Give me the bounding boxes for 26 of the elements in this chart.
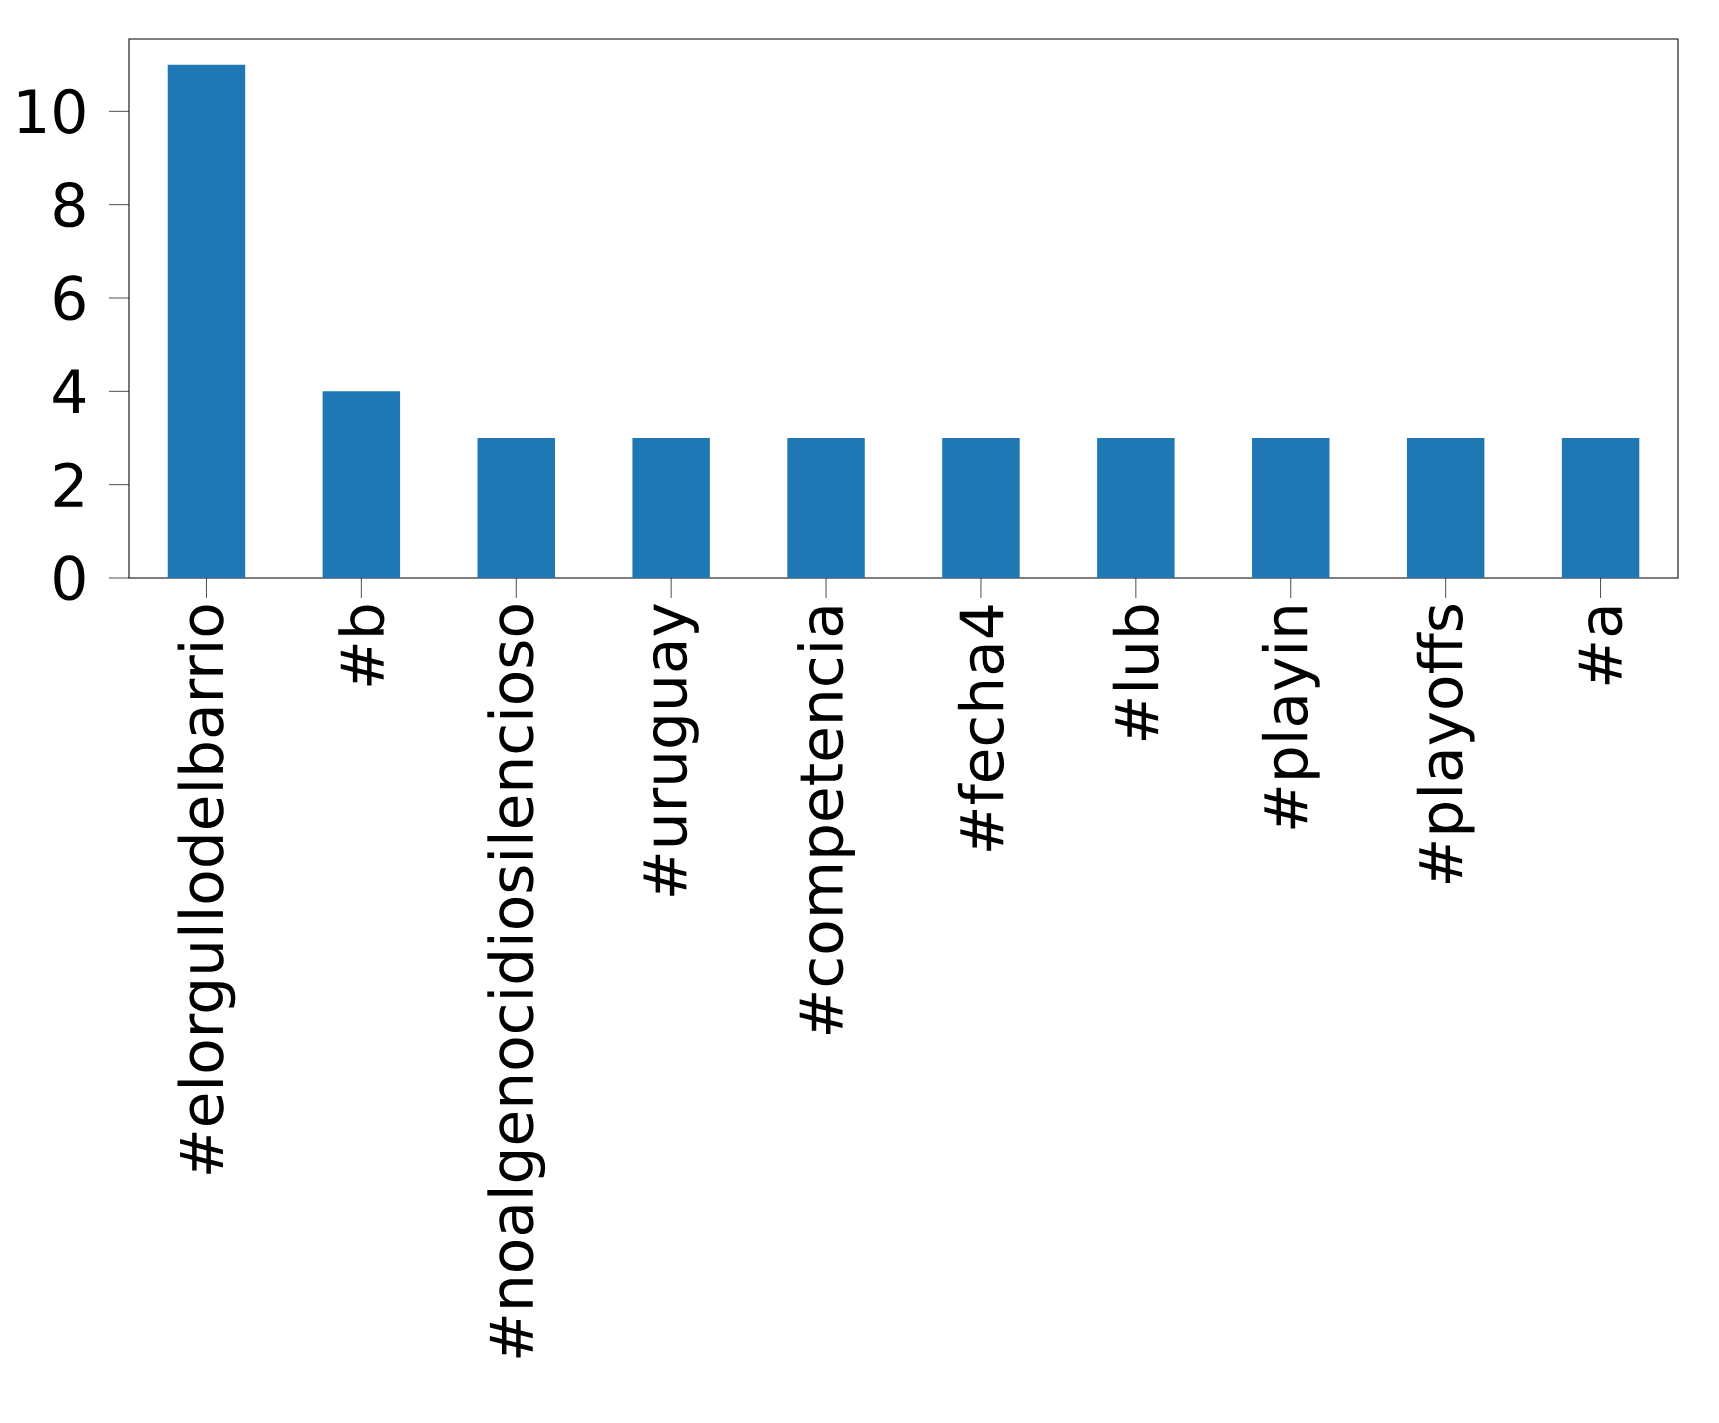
x-tick-label: #a [1578, 607, 1623, 685]
bar [1406, 437, 1485, 578]
x-tick-label: #b [338, 605, 385, 686]
bar [1097, 437, 1175, 578]
y-tick-label: 0 [54, 555, 85, 601]
x-tick-label: #elorgullodelbarrio [177, 605, 236, 1174]
bar [477, 437, 555, 578]
y-tick-label: 6 [54, 275, 85, 321]
y-tick-label: 2 [54, 462, 83, 507]
x-tick-label: #lub [1112, 605, 1159, 741]
bar [787, 437, 865, 578]
x-tick-label: #noalgenocidiosilencioso [487, 605, 546, 1358]
y-tick-label: 4 [53, 369, 86, 414]
y-tick-label: 8 [54, 182, 85, 228]
bar [942, 437, 1020, 578]
x-tick-label: #fecha4 [957, 605, 1005, 851]
x-tick-label: #uruguay [643, 603, 699, 896]
bar [632, 437, 710, 578]
x-tick-label: #competencia [797, 607, 855, 1035]
bar [1252, 437, 1330, 578]
bar [167, 64, 246, 578]
y-tick-label: 10 [18, 88, 85, 134]
x-tick-label: #playoffs [1416, 605, 1475, 883]
bar [322, 391, 401, 578]
x-tick-label: #playin [1261, 607, 1320, 829]
bar [1561, 437, 1640, 578]
